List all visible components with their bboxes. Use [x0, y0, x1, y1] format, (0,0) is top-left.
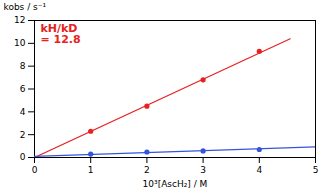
svg-text:3: 3	[200, 165, 206, 175]
svg-text:10³[AscH₂] / M: 10³[AscH₂] / M	[143, 179, 208, 189]
svg-text:kobs / s⁻¹: kobs / s⁻¹	[4, 2, 47, 12]
svg-text:5: 5	[313, 165, 319, 175]
svg-text:8: 8	[20, 61, 26, 71]
svg-text:6: 6	[20, 84, 26, 94]
svg-text:2: 2	[20, 130, 26, 140]
svg-text:kH/kD= 12.8: kH/kD= 12.8	[41, 22, 81, 46]
svg-text:10: 10	[14, 38, 26, 48]
svg-text:2: 2	[144, 165, 150, 175]
svg-text:0: 0	[32, 165, 38, 175]
svg-text:4: 4	[256, 165, 262, 175]
svg-text:12: 12	[14, 15, 25, 25]
svg-text:0: 0	[20, 152, 26, 162]
svg-text:4: 4	[20, 107, 26, 117]
svg-text:1: 1	[88, 165, 94, 175]
